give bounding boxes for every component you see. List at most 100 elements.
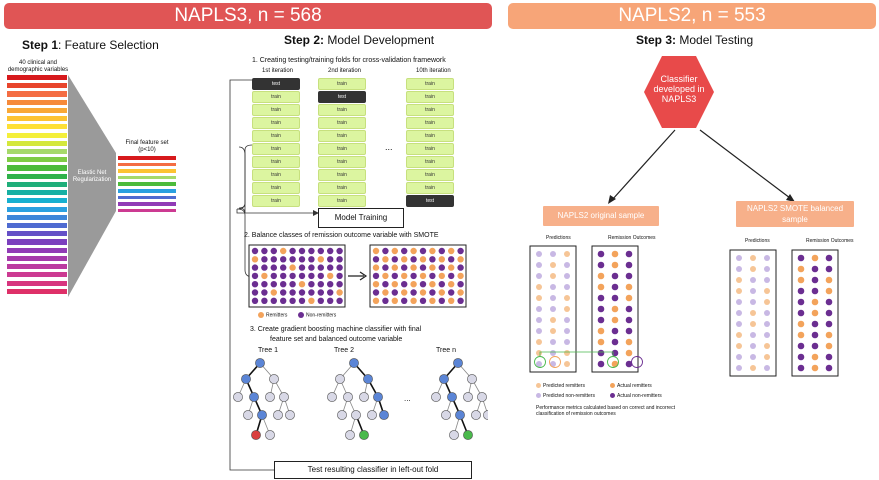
smote-before-dot [308,289,315,296]
train-fold: train [406,130,454,142]
original-prediction-dot [550,295,556,301]
smote-after-dot [372,256,380,263]
smote-outcome-dot [825,287,833,295]
step1-heading: Step 1: Feature Selection [22,38,159,52]
smote-before-dot [280,272,287,280]
original-prediction-dot [536,262,542,268]
train-fold: train [252,91,300,103]
match-connector [539,351,614,356]
smote-after-dot [457,289,464,296]
smote-prediction-dot [736,310,742,316]
smote-before-dot [261,264,268,271]
original-prediction-dot [564,339,570,345]
smote-before-dot [327,289,334,296]
final-feature-bar [118,195,176,200]
original-outcome-dot [597,349,605,357]
smote-outcome-dot [797,287,805,295]
tree-node [379,410,389,420]
smote-outcome-dot [797,254,805,262]
tree-node [477,392,487,402]
smote-prediction-dot [736,365,742,371]
smote-before-dot [270,264,277,271]
tree-node [327,392,337,402]
final-feature-bar [118,202,176,206]
tree-node [233,392,243,402]
original-outcome-dot [597,261,605,269]
smote-after-dot [382,247,389,255]
smote-outcome-dot [811,364,819,372]
tree-node [367,410,377,420]
input-variable-bar [7,99,67,105]
smote-outcome-dot [825,331,833,339]
smote-outcome-dot [811,287,819,295]
smote-after-dot [457,272,464,280]
original-outcome-dot [611,327,619,335]
original-outcome-dot [597,305,605,313]
test-fold: test [318,91,366,103]
smote-before-dot [317,272,324,280]
smote-after-dot [448,256,455,263]
napls2-original-box: NAPLS2 original sample [543,206,659,226]
smote-after-dot [438,256,445,263]
match-highlight [607,356,619,368]
original-prediction-dot [536,317,542,323]
tree-node [453,358,463,368]
original-outcome-dot [611,250,619,258]
original-outcome-dot [597,283,605,291]
original-prediction-dot [536,284,542,290]
smote-outcome-dot [811,254,819,262]
smote-after-dot [372,272,380,280]
original-prediction-dot [550,361,556,367]
train-fold: train [252,117,300,129]
smote-before-dot [289,247,296,255]
smote-before-dot [298,297,306,304]
smote-outcome-dot [797,265,805,273]
original-prediction-dot [564,262,570,268]
tree-node [467,374,477,384]
train-fold: train [406,182,454,194]
smote-after-dot [410,256,417,263]
input-variable-bar [7,247,67,253]
smote-after-dot [410,264,417,271]
classifier-hexagon [644,56,714,128]
smote-before-dot [298,289,306,296]
legend-remitters: Remitters [258,312,287,318]
smote-before-dot [251,297,259,304]
train-fold: train [406,169,454,181]
original-prediction-dot [564,328,570,334]
smote-before-dot [270,256,277,263]
original-outcome-dot [625,316,633,324]
original-outcome-dot [611,294,619,302]
smote-after-dot [429,272,436,280]
original-prediction-dot [564,251,570,257]
input-variable-bar [7,165,67,171]
smote-before-dot [336,281,343,288]
iter2-label: 2nd iteration [328,68,362,74]
tree-node [345,430,355,440]
smote-before-dot [261,281,268,288]
smote-after-dot [391,281,398,288]
smote-after-dot [382,256,389,263]
train-fold: train [252,104,300,116]
test-fold: test [252,78,300,90]
smote-prediction-dot [764,277,770,283]
step2-heading: Step 2: Model Development [284,33,435,47]
original-prediction-dot [564,350,570,356]
train-fold: train [406,78,454,90]
train-fold: train [406,117,454,129]
original-prediction-dot [550,284,556,290]
input-variable-bar [7,280,67,286]
smote-after-dot [438,264,445,271]
tree-node [243,410,253,420]
smote-prediction-dot [750,321,756,327]
smote-before-dot [336,247,343,255]
train-fold: train [252,143,300,155]
smote-before-dot [317,256,324,263]
smote-after-dot [448,272,455,280]
smote-outcome-dot [825,309,833,317]
input-variable-bar [7,83,67,89]
smote-before-dot [308,247,315,255]
smote-after-dot [401,264,408,271]
train-fold: train [406,91,454,103]
original-outcome-dot [597,250,605,258]
